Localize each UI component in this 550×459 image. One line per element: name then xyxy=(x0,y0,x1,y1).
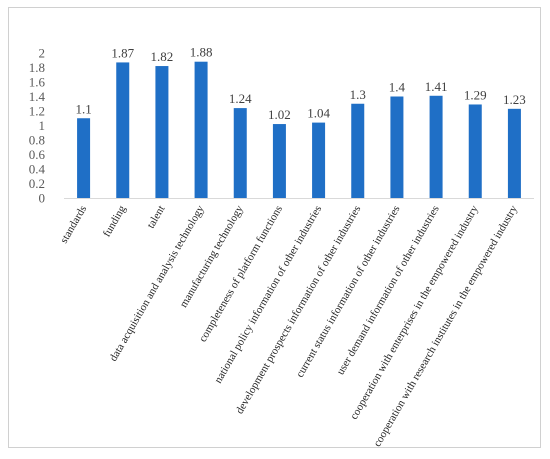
bar-chart: 00.20.40.60.811.21.41.61.82 1.11.87 1.82 1… xyxy=(29,45,534,449)
y-tick-label: 1.4 xyxy=(29,89,46,104)
data-label: 1.04 xyxy=(307,106,330,121)
data-label: 1.41 xyxy=(425,79,448,94)
category-label: standards xyxy=(58,204,89,246)
y-tick-label: 1 xyxy=(39,118,46,133)
bar xyxy=(233,108,247,198)
data-label: 1.24 xyxy=(229,91,252,106)
data-label: 1.29 xyxy=(464,87,487,102)
bar xyxy=(429,95,443,198)
y-tick-label: 0.8 xyxy=(29,133,45,148)
bar xyxy=(390,96,404,198)
chart-frame: 0 0.2 0.4 0.6 0.8 1 1.2 1.4 1.6 1.8 2 1.1 1.87 1.82 1… xyxy=(8,7,541,449)
y-tick-label: 0 xyxy=(39,191,46,206)
bar xyxy=(116,62,130,198)
bar xyxy=(312,122,326,198)
bars xyxy=(77,61,521,199)
bar xyxy=(194,61,208,199)
y-tick-label: 1.8 xyxy=(29,60,45,75)
category-label: funding xyxy=(101,203,129,239)
y-tick-label: 0.2 xyxy=(29,176,45,191)
y-tick-label: 0.4 xyxy=(29,162,46,177)
data-label: 1.82 xyxy=(151,49,174,64)
y-axis-ticks: 00.20.40.60.811.21.41.61.82 xyxy=(29,46,46,206)
bar xyxy=(351,103,365,198)
data-label: 1.3 xyxy=(350,87,366,102)
bar xyxy=(77,118,91,198)
y-tick-label: 1.6 xyxy=(29,75,46,90)
bar xyxy=(507,108,521,198)
category-label: talent xyxy=(145,204,168,231)
data-labels: 1.1 1.87 1.82 1.88 1.24 1.02 1.04 1.3 1.4 1.41 1.2… xyxy=(75,45,525,122)
data-label: 1.23 xyxy=(503,92,526,107)
data-label: 1.4 xyxy=(389,80,406,95)
y-tick-label: 1.2 xyxy=(29,104,45,119)
y-tick-label: 2 xyxy=(39,46,46,61)
category-label: cooperation with research institutes in … xyxy=(371,203,520,449)
y-tick-label: 0.6 xyxy=(29,147,46,162)
data-label: 1.87 xyxy=(111,45,134,60)
bar xyxy=(155,66,169,198)
data-label: 1.02 xyxy=(268,107,291,122)
bar xyxy=(272,124,286,198)
data-label: 1.1 xyxy=(75,101,91,116)
category-label: completeness of platform functions xyxy=(197,204,285,345)
data-label: 1.88 xyxy=(190,45,213,60)
bar xyxy=(468,104,482,198)
